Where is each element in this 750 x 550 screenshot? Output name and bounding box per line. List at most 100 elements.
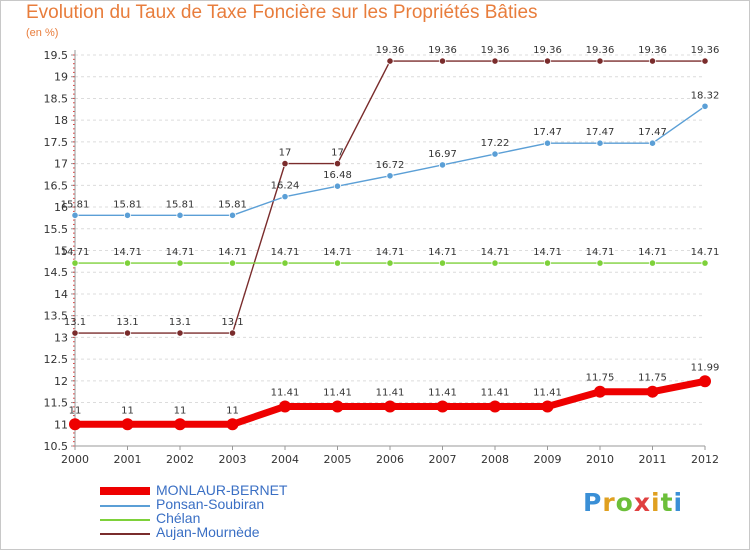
x-tick-label: 2008 [481,453,509,466]
y-tick-label: 15.5 [44,223,69,236]
logo-letter: t [660,488,674,517]
legend-label: Aujan-Mournède [156,524,260,540]
logo-letter: x [633,488,651,517]
y-tick-label: 14.5 [44,266,69,279]
data-point [491,150,499,158]
data-label: 15.81 [61,199,90,210]
y-tick-label: 19.5 [44,49,69,62]
data-label: 14.71 [271,247,300,258]
x-tick-label: 2011 [639,453,667,466]
data-point [69,418,81,431]
data-point [491,57,499,65]
y-tick-label: 13 [54,331,68,344]
data-label: 11.41 [428,387,457,398]
data-label: 19.36 [638,45,667,56]
data-point [543,259,552,267]
data-label: 14.71 [586,247,615,258]
chart-title: Evolution du Taux de Taxe Foncière sur l… [26,2,538,23]
data-point [174,418,186,431]
data-point [386,172,394,180]
data-point [281,259,289,267]
data-point [71,211,79,219]
y-tick-label: 12.5 [44,353,69,366]
data-point [438,57,447,65]
logo-letter: o [615,488,634,517]
data-point [333,160,342,168]
x-tick-label: 2009 [534,453,562,466]
data-label: 14.71 [61,247,90,258]
series-line-3 [75,60,705,334]
data-label: 15.81 [113,199,142,210]
data-point [176,329,184,337]
data-point [438,161,447,169]
data-label: 14.71 [481,247,510,258]
data-point [384,400,396,413]
data-point [281,193,289,201]
data-point [228,211,237,219]
data-point [123,329,132,337]
data-point [438,259,447,267]
data-label: 19.36 [481,45,510,56]
data-label: 17.47 [638,127,667,138]
data-point [648,57,657,65]
data-label: 11.41 [271,387,300,398]
legend-swatch [100,487,150,495]
data-label: 11 [121,405,134,416]
data-point [386,57,394,65]
data-label: 14.71 [638,247,667,258]
y-tick-label: 17.5 [44,136,69,149]
data-label: 11.41 [376,387,405,398]
legend-swatch [100,519,150,521]
data-label: 19.36 [691,45,720,56]
data-point [331,400,344,413]
data-label: 11 [174,405,187,416]
data-label: 17 [331,148,344,159]
data-label: 14.71 [218,247,247,258]
data-point [543,57,552,65]
x-tick-label: 2000 [61,453,89,466]
data-label: 13.1 [169,317,191,328]
data-label: 13.1 [64,317,86,328]
y-axis-unit: (en %) [26,27,59,39]
data-label: 17.47 [586,127,615,138]
legend-label: Chélan [156,510,201,526]
y-tick-label: 12 [54,375,68,388]
data-label: 14.71 [166,247,195,258]
data-point [176,259,184,267]
data-point [648,139,657,147]
proxiti-logo: Proxiti [583,488,683,517]
x-tick-label: 2005 [324,453,352,466]
data-label: 11.41 [323,387,352,398]
data-point [281,160,289,168]
y-tick-label: 17 [54,158,68,171]
data-point [648,259,657,267]
x-tick-label: 2004 [271,453,299,466]
data-label: 19.36 [586,45,615,56]
legend-label: MONLAUR-BERNET [156,482,288,498]
x-tick-label: 2003 [219,453,247,466]
legend-swatch [100,533,150,535]
logo-letter: r [602,488,616,517]
data-point [541,400,554,413]
logo-letter: P [583,488,603,517]
data-label: 16.24 [271,181,300,192]
data-label: 17 [279,148,292,159]
data-label: 19.36 [428,45,457,56]
y-tick-label: 18 [54,114,68,127]
data-label: 15.81 [166,199,195,210]
legend-label: Ponsan-Soubiran [156,496,265,512]
logo-letter: i [651,488,661,517]
data-label: 14.71 [376,247,405,258]
x-tick-label: 2001 [114,453,142,466]
data-label: 17.22 [481,138,510,149]
data-point [226,418,239,431]
data-label: 11.75 [638,373,667,384]
data-point [543,139,552,147]
y-tick-label: 19 [54,71,68,84]
data-point [176,211,184,219]
data-label: 19.36 [533,45,562,56]
data-label: 17.47 [533,127,562,138]
data-label: 11.75 [586,373,615,384]
data-point [646,385,659,398]
data-labels-layer: 11 11 11 11 11.41 11.41 11.41 11.41 11.41 11.41 11… [61,45,720,416]
